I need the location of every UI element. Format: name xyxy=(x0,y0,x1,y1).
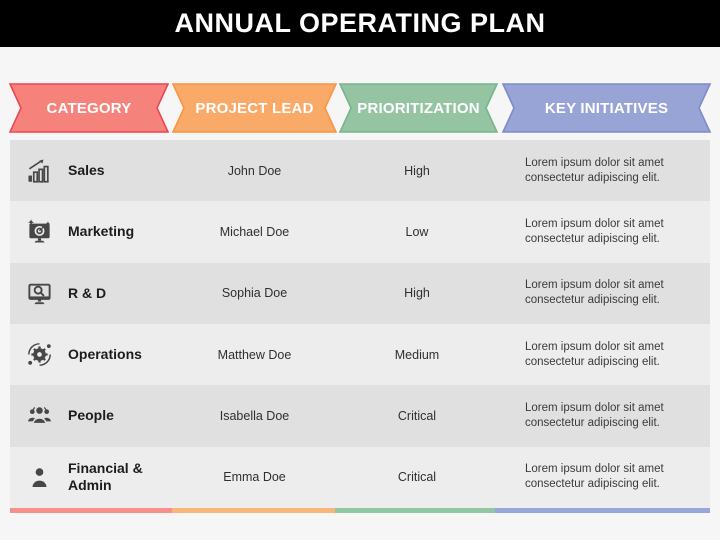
footer-segment-project-lead xyxy=(172,508,335,513)
research-monitor-search-icon xyxy=(26,280,53,307)
column-header-prioritization: PRIORITIZATION xyxy=(338,83,499,133)
category-label: R & D xyxy=(68,284,107,301)
category-icon-cell xyxy=(10,157,68,184)
key-initiatives-text: Lorem ipsum dolor sit amet consectetur a… xyxy=(525,156,664,184)
marketing-target-monitor-icon xyxy=(26,218,53,245)
prioritization-value: High xyxy=(404,163,430,178)
ribbon-banner-shape xyxy=(338,83,499,133)
key-initiatives-text: Lorem ipsum dolor sit amet consectetur a… xyxy=(525,217,664,245)
column-header-project-lead: PROJECT LEAD xyxy=(171,83,338,133)
plan-table: Sales John Doe High Lorem ipsum dolor si… xyxy=(10,140,710,508)
column-header-label: CATEGORY xyxy=(46,99,132,117)
column-header-label: KEY INITIATIVES xyxy=(544,99,669,117)
category-label: Marketing xyxy=(68,223,135,240)
prioritization-value: Medium xyxy=(394,347,440,362)
category-icon-cell xyxy=(10,464,68,491)
prioritization-value: Low xyxy=(405,224,429,239)
column-header-banners: CATEGORY PROJECT LEAD PRIORITIZATION KEY… xyxy=(0,83,720,133)
column-header-label: PROJECT LEAD xyxy=(195,99,314,117)
category-icon-cell xyxy=(10,218,68,245)
footer-segment-prioritization xyxy=(335,508,495,513)
category-label: People xyxy=(68,407,114,424)
category-label: Sales xyxy=(68,162,105,179)
project-lead-value: Sophia Doe xyxy=(221,286,288,301)
table-row: People Isabella Doe Critical Lorem ipsum… xyxy=(10,385,710,447)
key-initiatives-text: Lorem ipsum dolor sit amet consectetur a… xyxy=(525,279,664,307)
page-title: ANNUAL OPERATING PLAN xyxy=(174,8,546,38)
category-label: Operations xyxy=(68,346,142,363)
prioritization-value: Critical xyxy=(397,470,437,485)
key-initiatives-text: Lorem ipsum dolor sit amet consectetur a… xyxy=(525,340,664,368)
project-lead-value: Emma Doe xyxy=(223,470,286,485)
category-icon-cell xyxy=(10,341,68,368)
prioritization-value: Critical xyxy=(397,408,437,423)
project-lead-value: Isabella Doe xyxy=(219,408,290,423)
table-row: R & D Sophia Doe High Lorem ipsum dolor … xyxy=(10,262,710,324)
category-icon-cell xyxy=(10,402,68,429)
title-bar: ANNUAL OPERATING PLAN xyxy=(0,0,720,47)
project-lead-value: Matthew Doe xyxy=(217,347,292,362)
project-lead-value: Michael Doe xyxy=(219,224,290,239)
key-initiatives-text: Lorem ipsum dolor sit amet consectetur a… xyxy=(525,401,664,429)
column-header-key-initiatives: KEY INITIATIVES xyxy=(501,83,712,133)
ribbon-banner-shape xyxy=(501,83,712,133)
table-row: Sales John Doe High Lorem ipsum dolor si… xyxy=(10,140,710,202)
key-initiatives-text: Lorem ipsum dolor sit amet consectetur a… xyxy=(525,463,664,491)
table-row: Financial & Admin Emma Doe Critical Lore… xyxy=(10,446,710,508)
footer-segment-key-initiatives xyxy=(495,508,710,513)
footer-segment-category xyxy=(10,508,172,513)
column-header-label: PRIORITIZATION xyxy=(357,99,480,117)
table-row: Marketing Michael Doe Low Lorem ipsum do… xyxy=(10,201,710,263)
footer-color-bar xyxy=(10,508,710,513)
ribbon-banner-shape xyxy=(8,83,170,133)
column-header-category: CATEGORY xyxy=(8,83,170,133)
category-label: Financial & Admin xyxy=(68,460,143,494)
person-icon xyxy=(26,464,53,491)
people-group-icon xyxy=(26,402,53,429)
ribbon-banner-shape xyxy=(171,83,338,133)
category-icon-cell xyxy=(10,280,68,307)
sales-growth-chart-icon xyxy=(26,157,53,184)
table-row: Operations Matthew Doe Medium Lorem ipsu… xyxy=(10,323,710,386)
operations-gear-icon xyxy=(26,341,53,368)
prioritization-value: High xyxy=(404,286,430,301)
project-lead-value: John Doe xyxy=(227,163,282,178)
